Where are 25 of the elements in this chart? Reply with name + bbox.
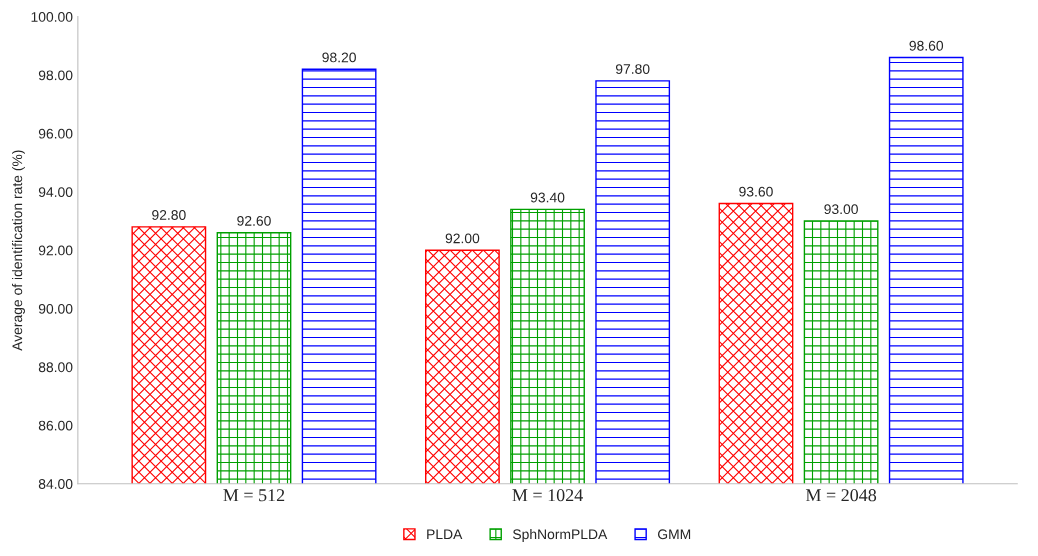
y-axis-title: Average of identification rate (%) — [12, 150, 25, 351]
data-label: 92.60 — [237, 215, 271, 226]
legend-label: SphNormPLDA — [512, 528, 608, 542]
data-label: 92.00 — [445, 233, 480, 244]
y-tick-label: 90.00 — [38, 303, 73, 314]
legend-label: GMM — [658, 529, 691, 540]
data-label: 93.00 — [824, 204, 858, 215]
x-tick-label: M = 512 — [223, 489, 285, 502]
data-label: 93.60 — [739, 186, 773, 197]
y-tick-label: 86.00 — [38, 420, 73, 431]
x-tick-label: M = 2048 — [805, 489, 877, 502]
data-label: 92.80 — [152, 210, 186, 220]
y-tick-label: 88.00 — [38, 362, 73, 373]
y-tick-label: 94.00 — [38, 187, 73, 197]
data-label: 97.80 — [615, 64, 650, 74]
y-tick-label: 92.00 — [38, 245, 73, 256]
data-label: 98.20 — [322, 52, 356, 63]
data-label: 93.40 — [530, 192, 565, 203]
y-tick-label: 84.00 — [38, 479, 73, 489]
x-tick-label: M = 1024 — [512, 489, 583, 502]
data-label: 98.60 — [909, 40, 944, 51]
y-tick-label: 96.00 — [38, 128, 73, 139]
y-tick-label: 100.00 — [31, 12, 73, 22]
y-tick-label: 98.00 — [38, 70, 73, 81]
legend-label: PLDA — [427, 529, 463, 540]
